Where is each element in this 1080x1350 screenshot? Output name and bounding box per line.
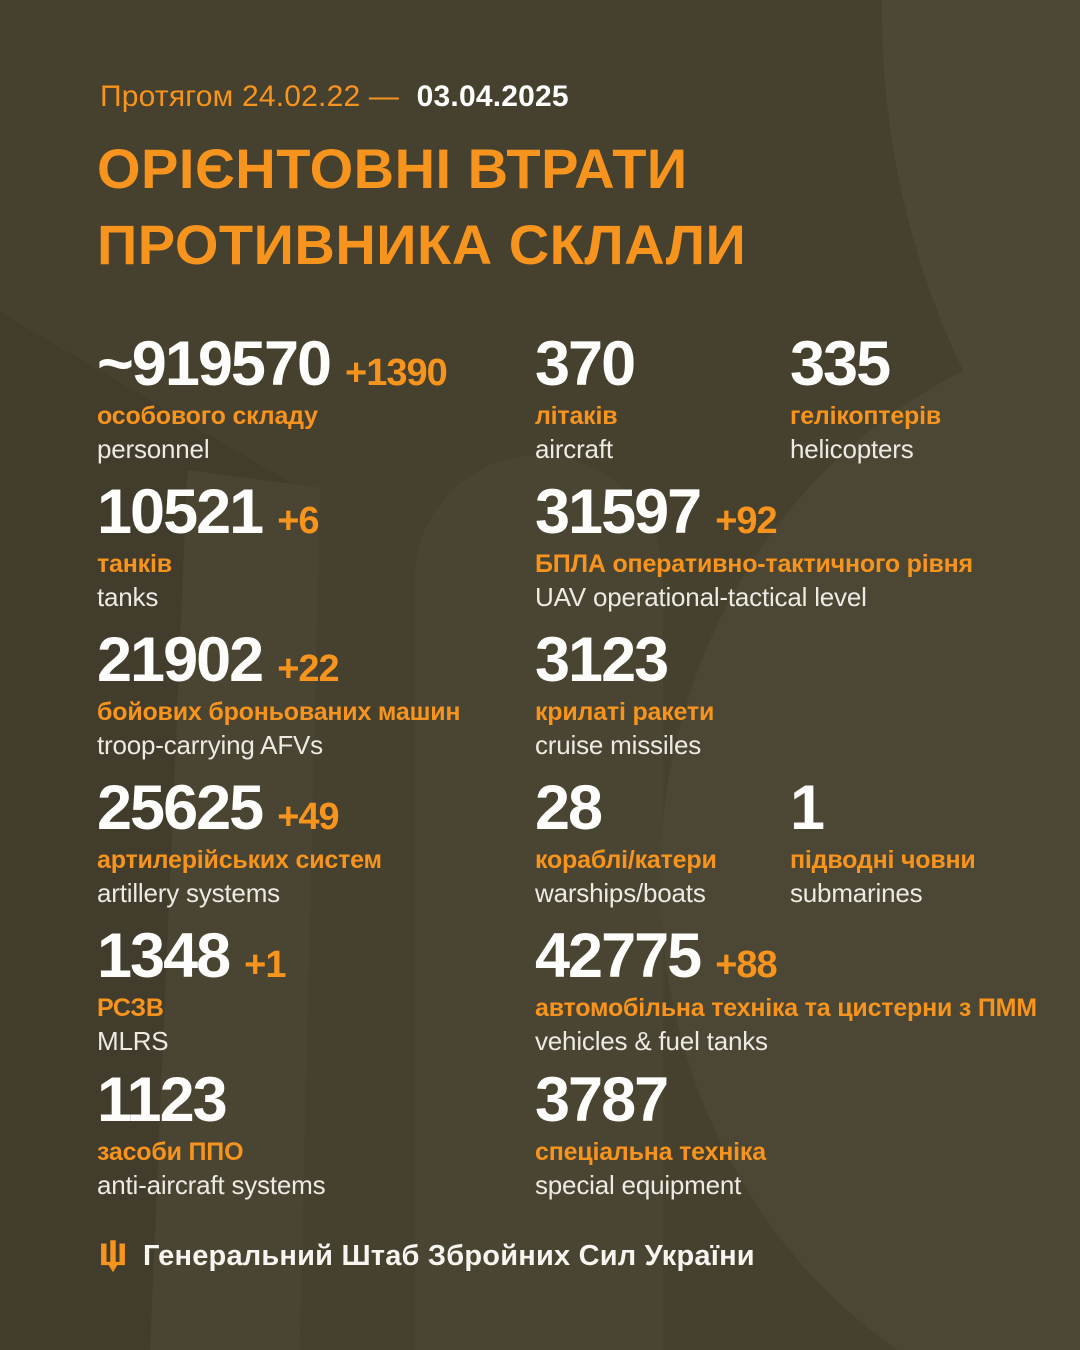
stat-label-en: aircraft [535, 434, 613, 464]
stat-label-en: anti-aircraft systems [97, 1170, 326, 1200]
stat-helicopters: 335 гелікоптерів helicopters [790, 333, 941, 465]
stat-label-en: artillery systems [97, 878, 280, 908]
stat-label-en: personnel [97, 434, 210, 464]
organization-name: Генеральний Штаб Збройних Сил України [143, 1240, 755, 1272]
stat-label-ua: артилерійських систем [97, 846, 382, 874]
trident-icon [101, 1240, 125, 1273]
stat-value: 21902 [97, 625, 264, 695]
stat-aircraft: 370 літаків aircraft [535, 333, 649, 465]
stat-label-ua: автомобільна техніка та цистерни з ПММ [535, 994, 1037, 1022]
stat-value: 1348 [97, 921, 231, 991]
stat-label-ua: бойових броньованих машин [97, 698, 461, 726]
stat-delta: +92 [715, 500, 777, 542]
stat-label-en: special equipment [535, 1170, 742, 1200]
stat-value: 335 [790, 329, 891, 399]
report-period: Протягом 24.02.22 — 03.04.2025 [100, 80, 569, 114]
stat-label-ua: особового складу [97, 402, 318, 430]
page-title-line1: ОРІЄНТОВНІ ВТРАТИ [97, 137, 688, 200]
stat-label-en: helicopters [790, 434, 914, 464]
stat-value: 31597 [535, 477, 702, 547]
stat-label-ua: танків [97, 550, 172, 578]
stat-value: 25625 [97, 773, 264, 843]
stat-value: 28 [535, 773, 603, 843]
stat-label-en: UAV operational-tactical level [535, 582, 867, 612]
stat-delta: +6 [277, 500, 319, 542]
stat-tanks: 10521 +6 танків tanks [97, 477, 320, 613]
stat-label-ua: кораблі/катери [535, 846, 717, 874]
footer: Генеральний Штаб Збройних Сил України [100, 1240, 755, 1273]
stat-uav: 31597 +92 БПЛА оперативно-тактичного рів… [535, 481, 973, 613]
stat-delta: +49 [277, 796, 339, 838]
stat-delta: +1390 [345, 352, 448, 394]
stat-label-ua: крилаті ракети [535, 698, 715, 726]
stat-label-ua: спеціальна техніка [535, 1138, 766, 1166]
stat-label-en: troop-carrying AFVs [97, 730, 323, 760]
stat-mlrs: 1348 +1 РСЗВ MLRS [97, 921, 286, 1057]
stat-label-en: submarines [790, 878, 923, 908]
page-title: ОРІЄНТОВНІ ВТРАТИ ПРОТИВНИКА СКЛАЛИ [97, 131, 746, 283]
stat-warships: 28 кораблі/катери warships/boats [535, 777, 717, 909]
stat-afvs: 21902 +22 бойових броньованих машин troo… [97, 625, 461, 761]
stat-label-en: MLRS [97, 1026, 169, 1056]
stat-submarines: 1 підводні човни submarines [790, 777, 976, 909]
report-date: 03.04.2025 [416, 80, 569, 113]
stat-label-ua: РСЗВ [97, 994, 164, 1022]
stat-value: 42775 [535, 921, 702, 991]
stat-value: 3787 [535, 1065, 669, 1135]
stat-label-en: warships/boats [535, 878, 706, 908]
stat-value: 3123 [535, 625, 669, 695]
stat-label-ua: гелікоптерів [790, 402, 942, 430]
stat-value: 370 [535, 329, 636, 399]
stat-special-equipment: 3787 спеціальна техніка special equipmen… [535, 1069, 766, 1201]
stat-label-en: tanks [97, 582, 159, 612]
stat-delta: +1 [244, 944, 286, 986]
page-title-line2: ПРОТИВНИКА СКЛАЛИ [97, 213, 747, 276]
stat-vehicles: 42775 +88 автомобільна техніка та цистер… [535, 925, 1037, 1057]
stat-label-ua: літаків [535, 402, 618, 430]
stat-value: 1123 [97, 1065, 228, 1135]
period-range-label: Протягом 24.02.22 — [100, 80, 400, 113]
stat-label-en: vehicles & fuel tanks [535, 1026, 768, 1056]
stat-cruise-missiles: 3123 крилаті ракети cruise missiles [535, 629, 714, 761]
stat-value: 1 [790, 773, 825, 843]
stat-label-en: cruise missiles [535, 730, 702, 760]
stat-artillery: 25625 +49 артилерійських систем artiller… [97, 777, 382, 909]
stat-label-ua: підводні човни [790, 846, 976, 874]
stat-value: ~919570 [97, 329, 332, 399]
stat-delta: +88 [715, 944, 777, 986]
stat-personnel: ~919570 +1390 особового складу personnel [97, 329, 448, 465]
stat-label-ua: БПЛА оперативно-тактичного рівня [535, 550, 973, 578]
stat-anti-aircraft: 1123 засоби ППО anti-aircraft systems [97, 1065, 326, 1201]
stat-label-ua: засоби ППО [97, 1138, 244, 1166]
stat-value: 10521 [97, 477, 264, 547]
stat-delta: +22 [277, 648, 339, 690]
